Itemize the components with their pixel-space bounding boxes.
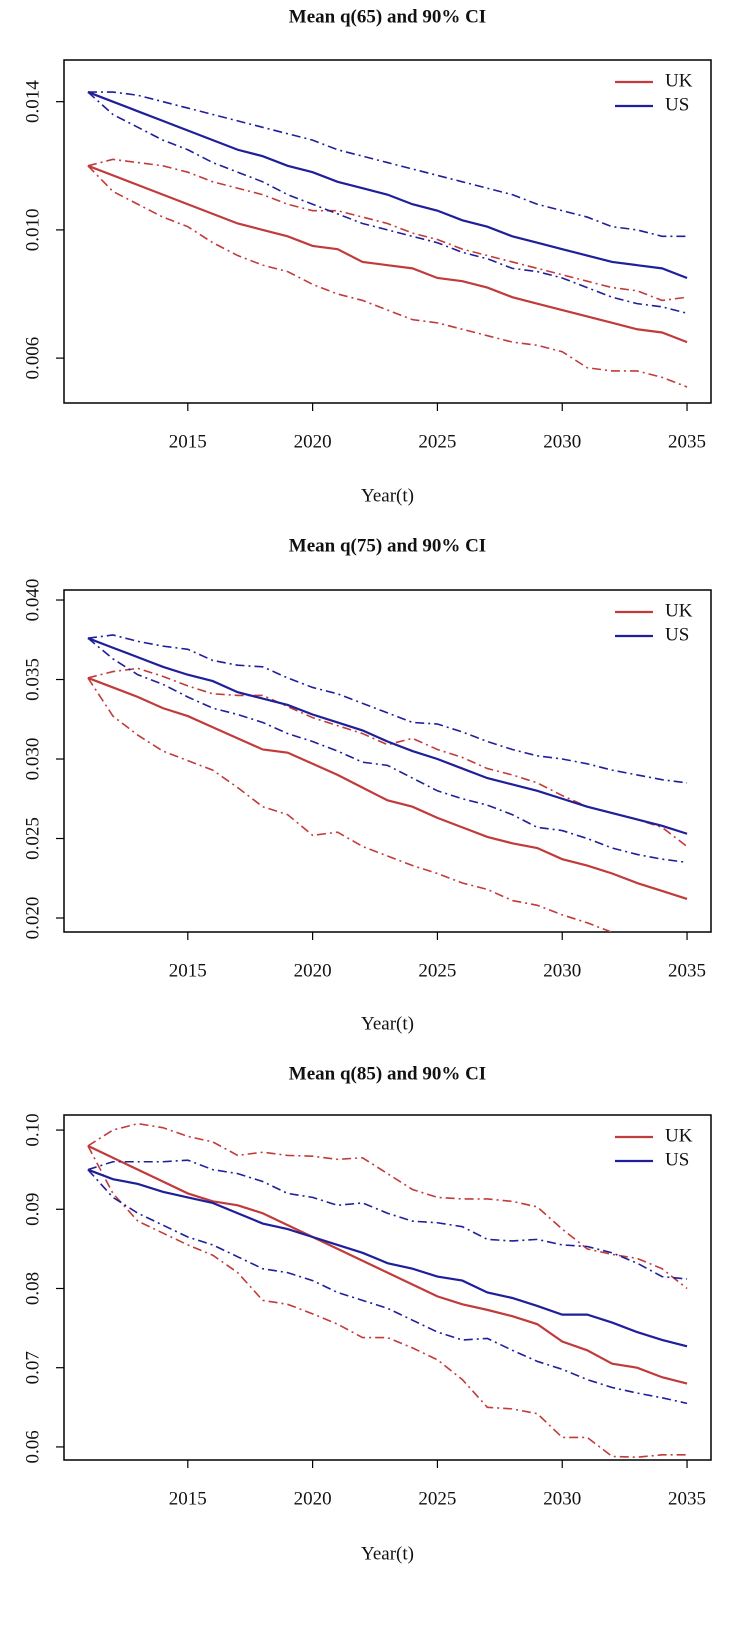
x-tick-label: 2035 [668, 431, 706, 452]
ci-line [87, 91, 688, 238]
y-tick-label: 0.035 [22, 658, 43, 701]
panel: Mean q(65) and 90% CI 0.006 0.010 0.014 2015… [22, 6, 712, 506]
mean-line [87, 91, 688, 280]
ci-line [87, 667, 688, 848]
x-tick-label: 2025 [418, 1488, 456, 1509]
y-tick-label: 0.010 [22, 209, 43, 252]
ci-line [87, 1122, 688, 1290]
x-tick-label: 2015 [169, 960, 207, 981]
legend-label: US [665, 1149, 689, 1170]
ci-line [87, 634, 688, 784]
y-tick-label: 0.030 [22, 738, 43, 781]
y-tick-label: 0.06 [22, 1430, 43, 1463]
ci-line [87, 637, 688, 864]
y-tick-label: 0.014 [22, 80, 43, 123]
ci-line [87, 158, 688, 302]
x-tick-label: 2020 [294, 960, 332, 981]
mean-line [87, 1144, 688, 1385]
panel: Mean q(75) and 90% CI 0.020 0.025 0.030 0.03… [22, 535, 712, 1034]
x-tick-label: 2030 [543, 431, 581, 452]
x-axis-label: Year(t) [361, 1013, 414, 1034]
x-tick-label: 2015 [169, 431, 207, 452]
legend-label: UK [665, 1125, 693, 1146]
y-tick-label: 0.040 [22, 579, 43, 622]
ci-line [87, 1145, 688, 1459]
plot-frame [63, 1114, 712, 1461]
x-tick-label: 2025 [418, 431, 456, 452]
x-tick-label: 2020 [294, 1488, 332, 1509]
legend-label: UK [665, 70, 693, 91]
mean-line [87, 676, 688, 900]
legend-label: US [665, 624, 689, 645]
ci-line [87, 165, 688, 388]
x-tick-label: 2035 [668, 960, 706, 981]
mean-line [87, 1168, 688, 1348]
x-tick-label: 2025 [418, 960, 456, 981]
chart-title: Mean q(85) and 90% CI [289, 1063, 486, 1084]
plot-frame [63, 589, 712, 933]
x-tick-label: 2030 [543, 960, 581, 981]
x-axis-label: Year(t) [361, 485, 414, 506]
panel: Mean q(85) and 90% CI 0.06 0.07 0.08 0.09 0.1… [22, 1063, 712, 1564]
y-tick-label: 0.08 [22, 1272, 43, 1305]
ci-line [87, 91, 688, 315]
legend-label: US [665, 94, 689, 115]
mean-line [87, 637, 688, 835]
chart-title: Mean q(65) and 90% CI [289, 6, 486, 27]
y-tick-label: 0.09 [22, 1193, 43, 1226]
y-tick-label: 0.020 [22, 897, 43, 940]
x-tick-label: 2015 [169, 1488, 207, 1509]
ci-line [87, 677, 615, 932]
legend-label: UK [665, 600, 693, 621]
y-tick-label: 0.025 [22, 817, 43, 860]
plot-frame [63, 59, 712, 404]
x-tick-label: 2030 [543, 1488, 581, 1509]
ci-line [87, 1159, 688, 1280]
y-tick-label: 0.07 [22, 1351, 43, 1384]
ci-line [87, 1169, 688, 1405]
x-tick-label: 2035 [668, 1488, 706, 1509]
x-axis-label: Year(t) [361, 1543, 414, 1564]
x-tick-label: 2020 [294, 431, 332, 452]
y-tick-label: 0.006 [22, 337, 43, 380]
chart-title: Mean q(75) and 90% CI [289, 535, 486, 556]
mean-line [87, 164, 688, 344]
y-tick-label: 0.10 [22, 1113, 43, 1146]
